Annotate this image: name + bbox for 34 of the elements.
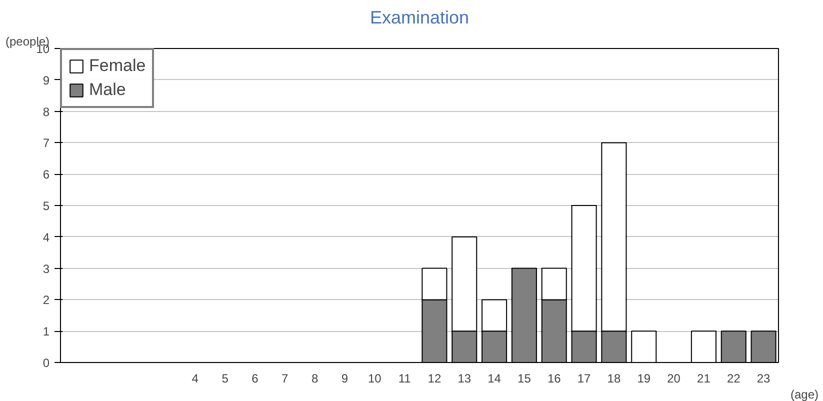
chart-title: Examination: [370, 8, 470, 28]
x-tick-label: 6: [252, 372, 259, 386]
y-tick-label: 8: [42, 104, 50, 119]
x-tick-label: 7: [282, 372, 289, 386]
x-tick-label: 12: [428, 372, 442, 386]
x-tick-label: 5: [222, 372, 229, 386]
x-tick-label: 4: [192, 372, 199, 386]
x-tick-label: 10: [368, 372, 382, 386]
x-tick-label: 16: [547, 372, 562, 386]
x-tick-label: 8: [311, 372, 318, 386]
x-tick-label: 13: [458, 372, 472, 386]
x-tick-label: 23: [756, 372, 771, 386]
y-tick-label: 7: [42, 136, 50, 150]
x-tick-label: 14: [488, 372, 502, 386]
y-tick-label: 9: [42, 73, 50, 88]
x-tick-label: 9: [341, 372, 348, 386]
x-tick-label: 15: [518, 372, 532, 386]
y-tick-label: 0: [42, 356, 50, 370]
legend-label: Female: [89, 56, 146, 76]
y-tick-label: 6: [42, 168, 50, 182]
x-axis-title: (age): [790, 388, 819, 401]
x-tick-label: 11: [398, 372, 412, 386]
x-tick-label: 19: [637, 372, 651, 386]
x-tick-label: 22: [726, 372, 741, 386]
y-tick-label: 5: [42, 199, 50, 213]
y-tick-label: 2: [42, 293, 50, 308]
y-tick-label: 4: [42, 230, 50, 244]
x-tick-label: 18: [607, 372, 621, 386]
legend-label: Male: [89, 80, 126, 100]
y-tick-label: 1: [42, 324, 50, 339]
y-tick-label: 3: [42, 262, 50, 276]
x-tick-label: 21: [697, 372, 711, 386]
x-tick-label: 17: [577, 372, 592, 386]
x-tick-label: 20: [667, 372, 681, 386]
